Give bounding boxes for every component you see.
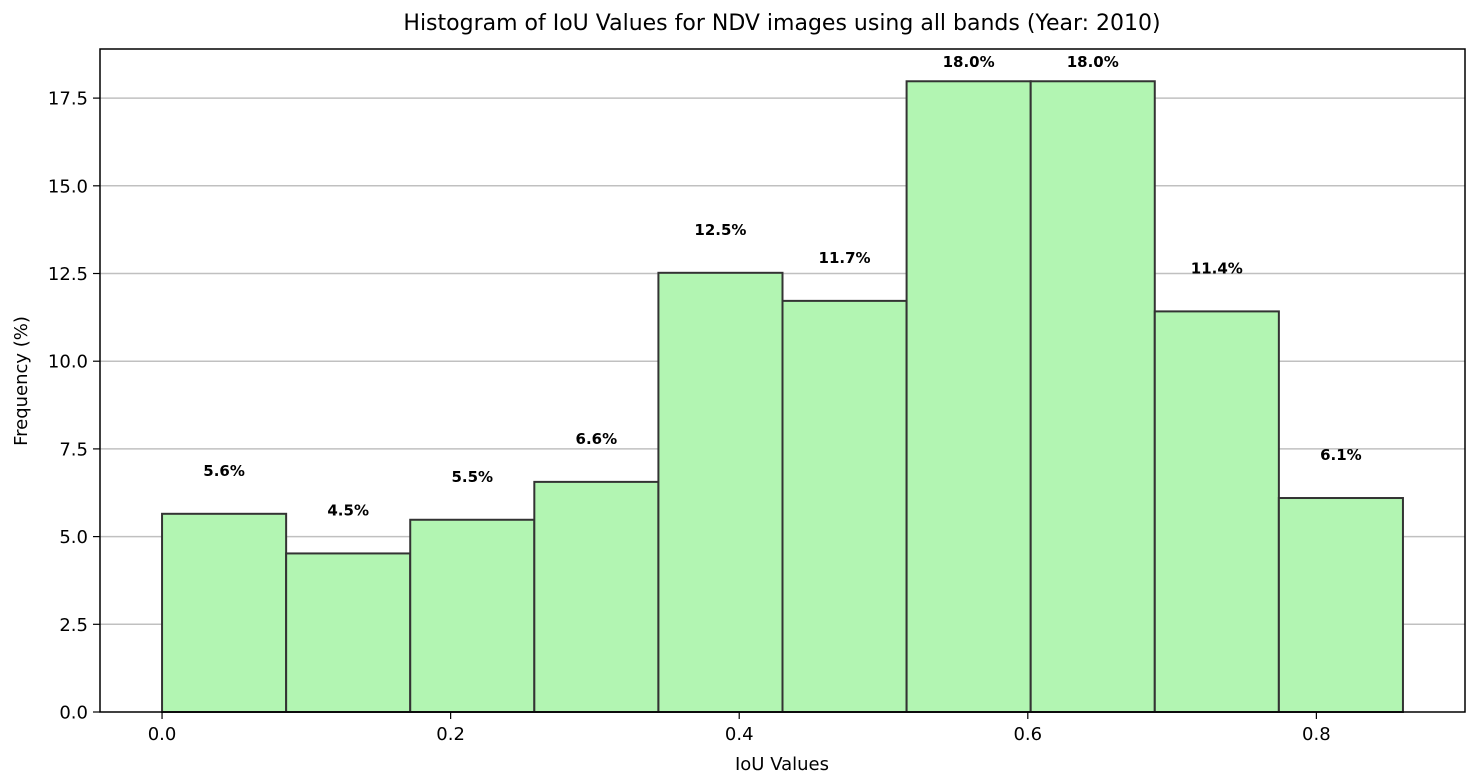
x-tick-label: 0.0 [148,724,177,745]
bar-data-label: 11.4% [1191,259,1243,277]
bar-data-label: 4.5% [327,501,369,519]
bar-data-label: 6.6% [576,430,618,448]
histogram-bar [285,552,412,714]
chart-title: Histogram of IoU Values for NDV images u… [403,11,1160,36]
plot-frame [99,48,1466,713]
histogram-bar [1153,310,1280,713]
histogram-bars [161,80,1404,714]
x-axis-label: IoU Values [735,754,829,775]
histogram-bar [781,299,908,713]
x-tick-label: 0.2 [436,724,465,745]
histogram-bar [409,518,536,713]
bar-data-label: 5.5% [451,468,493,486]
histogram-bar [657,271,784,713]
y-tick-label: 5.0 [59,527,88,548]
y-tick-label: 17.5 [48,89,88,110]
y-tick-label: 12.5 [48,264,88,285]
bar-data-label: 18.0% [943,53,995,71]
x-tick-label: 0.8 [1302,724,1331,745]
bar-data-label: 6.1% [1320,446,1362,464]
x-tick-label: 0.6 [1013,724,1042,745]
y-tick-label: 2.5 [59,615,88,636]
y-tick-label: 15.0 [48,176,88,197]
y-tick-label: 0.0 [59,703,88,724]
histogram-bar [161,512,288,713]
x-axis-ticks: 0.0 0.2 0.4 0.6 0.8 [148,712,1331,745]
histogram-bar [533,480,660,713]
histogram-bar [1029,80,1156,714]
y-axis-ticks: 0.0 2.5 5.0 7.5 10.0 12.5 15.0 17.5 [48,89,100,724]
y-tick-label: 10.0 [48,352,88,373]
x-tick-label: 0.4 [725,724,754,745]
y-tick-label: 7.5 [59,439,88,460]
bar-data-label: 5.6% [203,462,245,480]
y-axis-label: Frequency (%) [11,316,32,446]
histogram-bar [905,80,1032,714]
bar-data-label: 18.0% [1067,53,1119,71]
bar-data-label: 12.5% [694,221,746,239]
histogram-bar [1277,497,1404,713]
bar-data-label: 11.7% [819,249,871,267]
data-labels: 5.6% 4.5% 5.5% 6.6% 12.5% 11.7% 18.0% 18.0% 11.4… [203,53,1361,519]
